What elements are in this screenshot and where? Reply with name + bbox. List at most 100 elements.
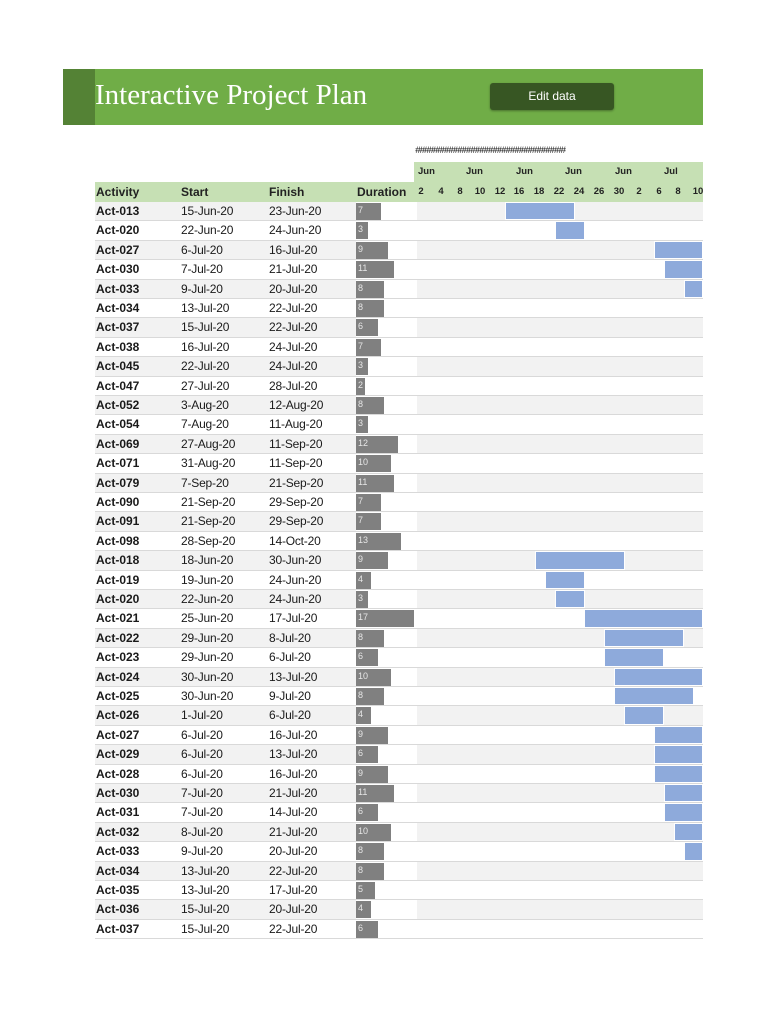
gantt-track <box>417 803 703 822</box>
activity-cell: Act-036 <box>96 902 140 917</box>
row-background <box>95 706 356 725</box>
duration-bar: 11 <box>356 474 395 492</box>
gantt-bar[interactable] <box>555 590 585 609</box>
gantt-track <box>417 473 703 492</box>
table-row[interactable]: Act-034 13-Jul-20 22-Jul-20 8 <box>95 299 703 319</box>
gantt-bar[interactable] <box>604 628 684 648</box>
start-date-cell: 6-Jul-20 <box>181 766 223 781</box>
table-row[interactable]: Act-018 18-Jun-20 30-Jun-20 9 <box>95 551 703 571</box>
gantt-bar[interactable] <box>684 842 703 861</box>
table-row[interactable]: Act-091 21-Sep-20 29-Sep-20 7 <box>95 512 703 532</box>
activity-cell: Act-028 <box>96 766 140 781</box>
table-row[interactable]: Act-052 3-Aug-20 12-Aug-20 8 <box>95 396 703 416</box>
start-date-cell: 22-Jul-20 <box>181 359 230 374</box>
duration-bar: 7 <box>356 338 382 356</box>
edit-data-button[interactable]: Edit data <box>490 83 614 110</box>
column-header-finish[interactable]: Finish <box>269 185 305 199</box>
start-date-cell: 15-Jun-20 <box>181 204 234 218</box>
column-header-duration[interactable]: Duration <box>357 185 407 199</box>
gantt-bar[interactable] <box>654 725 703 745</box>
gantt-track <box>417 279 703 298</box>
gantt-bar[interactable] <box>684 279 703 298</box>
table-row[interactable]: Act-026 1-Jul-20 6-Jul-20 4 <box>95 706 703 726</box>
column-header-activity[interactable]: Activity <box>96 185 140 199</box>
table-row[interactable]: Act-038 16-Jul-20 24-Jul-20 7 <box>95 338 703 358</box>
gantt-track <box>417 881 703 899</box>
duration-bar: 12 <box>356 435 398 453</box>
table-row[interactable]: Act-028 6-Jul-20 16-Jul-20 9 <box>95 764 703 784</box>
table-row[interactable]: Act-034 13-Jul-20 22-Jul-20 8 <box>95 861 703 881</box>
gantt-track <box>417 415 703 433</box>
duration-value: 8 <box>358 399 364 409</box>
table-row[interactable]: Act-036 15-Jul-20 20-Jul-20 4 <box>95 900 703 920</box>
start-date-cell: 7-Jul-20 <box>181 805 223 820</box>
gantt-bar[interactable] <box>584 609 703 628</box>
gantt-bar[interactable] <box>664 260 703 279</box>
duration-bar: 4 <box>356 571 372 589</box>
gantt-bar[interactable] <box>664 803 703 822</box>
table-row[interactable]: Act-031 7-Jul-20 14-Jul-20 6 <box>95 803 703 823</box>
table-row[interactable]: Act-054 7-Aug-20 11-Aug-20 3 <box>95 415 703 435</box>
table-row[interactable]: Act-020 22-Jun-20 24-Jun-20 3 <box>95 590 703 610</box>
activity-cell: Act-079 <box>96 475 140 490</box>
duration-value: 3 <box>358 593 364 603</box>
table-row[interactable]: Act-037 15-Jul-20 22-Jul-20 6 <box>95 318 703 338</box>
table-row[interactable]: Act-037 15-Jul-20 22-Jul-20 6 <box>95 920 703 940</box>
table-row[interactable]: Act-025 30-Jun-20 9-Jul-20 8 <box>95 687 703 707</box>
table-row[interactable]: Act-069 27-Aug-20 11-Sep-20 12 <box>95 434 703 455</box>
gantt-bar[interactable] <box>654 764 703 783</box>
gantt-bar[interactable] <box>654 240 703 260</box>
finish-date-cell: 13-Jul-20 <box>269 747 318 762</box>
finish-date-cell: 20-Jul-20 <box>269 281 318 296</box>
table-row[interactable]: Act-030 7-Jul-20 21-Jul-20 11 <box>95 784 703 804</box>
gantt-bar[interactable] <box>664 784 703 803</box>
table-row[interactable]: Act-045 22-Jul-20 24-Jul-20 3 <box>95 357 703 377</box>
table-row[interactable]: Act-029 6-Jul-20 13-Jul-20 6 <box>95 745 703 765</box>
duration-value: 3 <box>358 224 364 235</box>
column-header-start[interactable]: Start <box>181 185 209 199</box>
table-row[interactable]: Act-035 13-Jul-20 17-Jul-20 5 <box>95 881 703 901</box>
duration-bar: 7 <box>356 513 382 531</box>
finish-date-cell: 11-Aug-20 <box>269 417 323 432</box>
table-row[interactable]: Act-033 9-Jul-20 20-Jul-20 8 <box>95 279 703 299</box>
table-row[interactable]: Act-071 31-Aug-20 11-Sep-20 10 <box>95 454 703 474</box>
gantt-bar[interactable] <box>674 822 703 842</box>
table-row[interactable]: Act-020 22-Jun-20 24-Jun-20 3 <box>95 221 703 241</box>
table-row[interactable]: Act-090 21-Sep-20 29-Sep-20 7 <box>95 493 703 513</box>
row-background <box>95 279 356 298</box>
table-row[interactable]: Act-021 25-Jun-20 17-Jul-20 17 <box>95 609 703 629</box>
table-row[interactable]: Act-047 27-Jul-20 28-Jul-20 2 <box>95 377 703 396</box>
table-row[interactable]: Act-023 29-Jun-20 6-Jul-20 6 <box>95 648 703 668</box>
table-row[interactable]: Act-022 29-Jun-20 8-Jul-20 8 <box>95 628 703 649</box>
table-row[interactable]: Act-032 8-Jul-20 21-Jul-20 10 <box>95 822 703 843</box>
gantt-bar[interactable] <box>535 551 625 570</box>
table-row[interactable]: Act-098 28-Sep-20 14-Oct-20 13 <box>95 532 703 552</box>
duration-value: 6 <box>358 321 364 332</box>
gantt-bar[interactable] <box>614 667 703 686</box>
table-row[interactable]: Act-030 7-Jul-20 21-Jul-20 11 <box>95 260 703 280</box>
gantt-bar[interactable] <box>654 745 703 764</box>
gantt-bar[interactable] <box>604 648 664 667</box>
gantt-bar[interactable] <box>624 706 664 725</box>
table-row[interactable]: Act-027 6-Jul-20 16-Jul-20 9 <box>95 240 703 261</box>
gantt-track <box>417 687 703 706</box>
gantt-bar[interactable] <box>545 570 585 589</box>
table-row[interactable]: Act-013 15-Jun-20 23-Jun-20 7 <box>95 202 703 222</box>
gantt-track <box>417 377 703 395</box>
duration-bar: 7 <box>356 494 382 511</box>
activity-cell: Act-033 <box>96 281 140 296</box>
gantt-bar[interactable] <box>614 687 694 706</box>
row-background <box>95 628 356 648</box>
table-row[interactable]: Act-027 6-Jul-20 16-Jul-20 9 <box>95 725 703 746</box>
activity-cell: Act-035 <box>96 883 140 897</box>
table-row[interactable]: Act-079 7-Sep-20 21-Sep-20 11 <box>95 473 703 493</box>
table-row[interactable]: Act-024 30-Jun-20 13-Jul-20 10 <box>95 667 703 687</box>
gantt-bar[interactable] <box>555 221 585 240</box>
table-row[interactable]: Act-033 9-Jul-20 20-Jul-20 8 <box>95 842 703 862</box>
gantt-track <box>417 551 703 570</box>
gantt-bar[interactable] <box>505 202 575 221</box>
table-row[interactable]: Act-019 19-Jun-20 24-Jun-20 4 <box>95 570 703 590</box>
gantt-track <box>417 396 703 415</box>
duration-value: 6 <box>358 748 364 759</box>
duration-value: 8 <box>358 631 364 642</box>
